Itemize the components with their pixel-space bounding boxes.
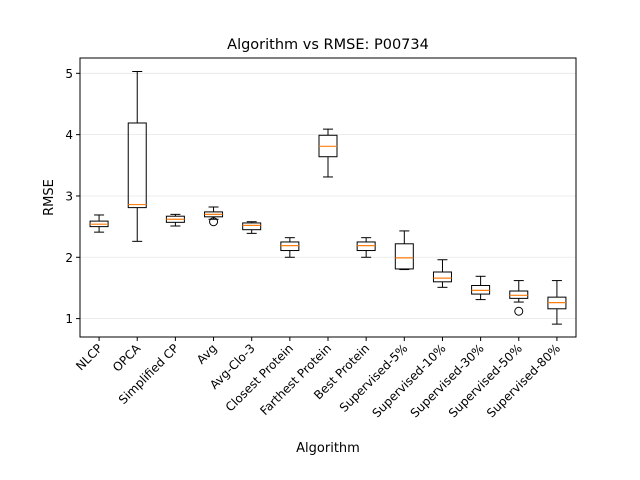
box-series — [89, 70, 567, 325]
iqr-box — [394, 243, 414, 270]
y-tick-label: 5 — [65, 67, 73, 81]
box-5 — [242, 221, 262, 234]
box-1 — [89, 214, 109, 233]
box-7 — [318, 128, 338, 178]
box-11 — [471, 275, 491, 301]
x-tick-label: Avg — [194, 341, 220, 367]
y-axis: 1 2 3 4 5 — [65, 67, 80, 326]
outlier-point — [514, 306, 524, 316]
iqr-box — [242, 222, 262, 231]
x-tick-label: NLCP — [73, 341, 105, 373]
box-2 — [127, 70, 147, 242]
box-10 — [432, 259, 452, 288]
x-tick-label: OPCA — [110, 341, 144, 375]
y-tick-label: 4 — [65, 128, 73, 142]
plot-area-frame — [79, 57, 577, 338]
x-axis-label: Algorithm — [296, 441, 360, 456]
grid-lines — [80, 72, 576, 320]
y-tick-label: 1 — [65, 312, 73, 326]
x-tick-label: Supervised-80% — [484, 341, 563, 420]
y-axis-label: RMSE — [42, 179, 57, 216]
box-9 — [394, 230, 414, 271]
iqr-box — [471, 284, 491, 295]
iqr-box — [127, 122, 147, 209]
box-8 — [356, 237, 376, 258]
box-6 — [280, 237, 300, 258]
y-tick-label: 3 — [65, 189, 73, 203]
iqr-box — [509, 290, 529, 299]
x-tick-label: Supervised-5% — [337, 341, 411, 415]
box-4 — [204, 206, 224, 227]
iqr-box — [432, 271, 452, 283]
x-tick-label: Closest Protein — [223, 341, 296, 414]
box-13 — [547, 280, 567, 325]
y-tick-label: 2 — [65, 251, 73, 265]
outlier-point — [209, 217, 219, 227]
chart-title: Algorithm vs RMSE: P00734 — [227, 37, 429, 53]
box-12 — [509, 280, 529, 316]
box-3 — [165, 213, 185, 227]
iqr-box — [280, 241, 300, 252]
iqr-box — [356, 241, 376, 252]
